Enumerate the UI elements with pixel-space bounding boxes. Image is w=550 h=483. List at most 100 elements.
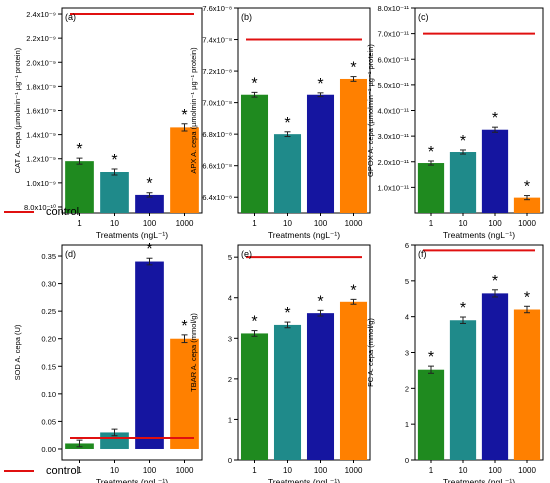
y-tick-label: 6.6x10⁻⁸ xyxy=(202,162,232,171)
y-tick-label: 2.4x10⁻⁹ xyxy=(26,10,56,19)
bar xyxy=(273,324,302,460)
significance-asterisk: * xyxy=(350,282,356,299)
significance-asterisk: * xyxy=(251,314,257,331)
x-axis-label: Treatments (ngL⁻¹) xyxy=(268,230,340,240)
y-tick-label: 0 xyxy=(228,456,232,465)
panel-label: (d) xyxy=(65,249,76,259)
bar xyxy=(170,338,199,449)
y-tick-label: 0.00 xyxy=(41,445,56,454)
y-tick-label: 1.0x10⁻⁹ xyxy=(26,179,56,188)
bar xyxy=(170,127,199,213)
y-tick-label: 3 xyxy=(228,334,232,343)
bar xyxy=(481,129,509,213)
plot-frame xyxy=(61,244,203,461)
y-tick-label: 6.4x10⁻⁸ xyxy=(202,193,232,202)
bar xyxy=(135,261,164,449)
x-tick-label: 1000 xyxy=(345,219,363,228)
panel-b: 6.4x10⁻⁸ 6.6x10⁻⁸ 6.8x10⁻⁸ 7.0x10⁻⁸ 7.2x10⁻⁸… xyxy=(189,4,371,240)
y-tick-label: 5.0x10⁻¹¹ xyxy=(378,81,410,90)
x-tick-label: 100 xyxy=(488,219,502,228)
panel-e: 0 1 2 3 4 5 * 1 * 10 * 100 * 1000 (e) Treatments (ngL⁻¹… xyxy=(189,244,371,483)
significance-asterisk: * xyxy=(76,141,82,158)
legend-control-label: control xyxy=(46,206,80,218)
legend-control-swatch xyxy=(4,211,34,213)
significance-asterisk: * xyxy=(317,76,323,93)
bar xyxy=(481,293,509,460)
y-tick-label: 1.6x10⁻⁹ xyxy=(26,107,56,116)
x-tick-label: 100 xyxy=(314,219,328,228)
significance-asterisk: * xyxy=(524,179,530,196)
panel-label: (f) xyxy=(418,249,427,259)
x-tick-label: 1000 xyxy=(176,219,194,228)
plot-frame xyxy=(237,244,371,461)
significance-asterisk: * xyxy=(284,305,290,322)
bar xyxy=(135,194,164,213)
y-tick-label: 4 xyxy=(405,313,409,322)
y-tick-label: 2.2x10⁻⁹ xyxy=(26,34,56,43)
x-tick-label: 1 xyxy=(429,219,434,228)
significance-asterisk: * xyxy=(492,110,498,127)
y-tick-label: 2.0x10⁻⁹ xyxy=(26,58,56,67)
y-tick-label: 6.0x10⁻¹¹ xyxy=(378,55,410,64)
x-axis-label: Treatments (ngL⁻¹) xyxy=(96,230,168,240)
x-axis-label: Treatments (ngL⁻¹) xyxy=(96,477,168,483)
y-tick-label: 7.2x10⁻⁸ xyxy=(202,67,232,76)
significance-asterisk: * xyxy=(428,144,434,161)
x-tick-label: 100 xyxy=(143,219,157,228)
y-tick-label: 6 xyxy=(405,241,409,250)
plot-frame xyxy=(237,7,371,214)
y-tick-label: 1 xyxy=(228,415,232,424)
significance-asterisk: * xyxy=(251,75,257,92)
y-tick-label: 0.10 xyxy=(41,390,56,399)
bar xyxy=(240,333,269,460)
y-tick-label: 1.0x10⁻¹¹ xyxy=(378,183,410,192)
significance-asterisk: * xyxy=(350,60,356,77)
significance-asterisk: * xyxy=(181,107,187,124)
significance-asterisk: * xyxy=(181,318,187,335)
y-tick-label: 0.15 xyxy=(41,362,56,371)
x-tick-label: 1000 xyxy=(345,466,363,475)
panel-label: (c) xyxy=(418,12,429,22)
x-tick-label: 1000 xyxy=(176,466,194,475)
significance-asterisk: * xyxy=(146,241,152,258)
panel-label: (a) xyxy=(65,12,76,22)
y-axis-label: APX A. cepa (µmolmin⁻¹ µg⁻¹ protein) xyxy=(189,47,198,174)
y-tick-label: 5 xyxy=(405,277,409,286)
panel-label: (e) xyxy=(241,249,252,259)
x-tick-label: 100 xyxy=(143,466,157,475)
y-axis-label: SOD A. cepa (U) xyxy=(13,324,22,380)
significance-asterisk: * xyxy=(317,293,323,310)
significance-asterisk: * xyxy=(492,273,498,290)
bar xyxy=(306,94,335,213)
legend-control-bottom: control xyxy=(4,464,114,478)
x-tick-label: 10 xyxy=(283,219,292,228)
y-tick-label: 1 xyxy=(405,420,409,429)
x-tick-label: 100 xyxy=(488,466,502,475)
panel-label: (b) xyxy=(241,12,252,22)
significance-asterisk: * xyxy=(146,176,152,193)
panel-f: 0 1 2 3 4 5 6 * 1 * 10 * 100 * 1000 (f) Treatments (ngL⁻… xyxy=(366,241,544,483)
bar xyxy=(417,369,445,460)
y-tick-label: 2 xyxy=(405,384,409,393)
y-tick-label: 7.4x10⁻⁸ xyxy=(202,36,232,45)
x-tick-label: 10 xyxy=(459,219,468,228)
bar xyxy=(100,172,129,213)
x-axis-label: Treatments (ngL⁻¹) xyxy=(443,230,515,240)
y-tick-label: 1.2x10⁻⁹ xyxy=(26,155,56,164)
x-tick-label: 10 xyxy=(283,466,292,475)
y-tick-label: 3.0x10⁻¹¹ xyxy=(378,132,410,141)
bar xyxy=(417,163,445,213)
y-tick-label: 0.05 xyxy=(41,417,56,426)
y-tick-label: 1.8x10⁻⁹ xyxy=(26,82,56,91)
y-tick-label: 5 xyxy=(228,253,232,262)
y-tick-label: 8.0x10⁻¹⁰ xyxy=(24,203,56,212)
x-tick-label: 100 xyxy=(314,466,328,475)
y-axis-label: TBAR A. cepa (mmol/g) xyxy=(189,313,198,392)
panel-a: 8.0x10⁻¹⁰ 1.0x10⁻⁹ 1.2x10⁻⁹ 1.4x10⁻⁹ 1.6x10⁻… xyxy=(13,7,203,240)
significance-asterisk: * xyxy=(111,152,117,169)
x-axis-label: Treatments (ngL⁻¹) xyxy=(443,477,515,483)
significance-asterisk: * xyxy=(460,133,466,150)
bar xyxy=(513,197,541,213)
bar xyxy=(449,152,477,213)
